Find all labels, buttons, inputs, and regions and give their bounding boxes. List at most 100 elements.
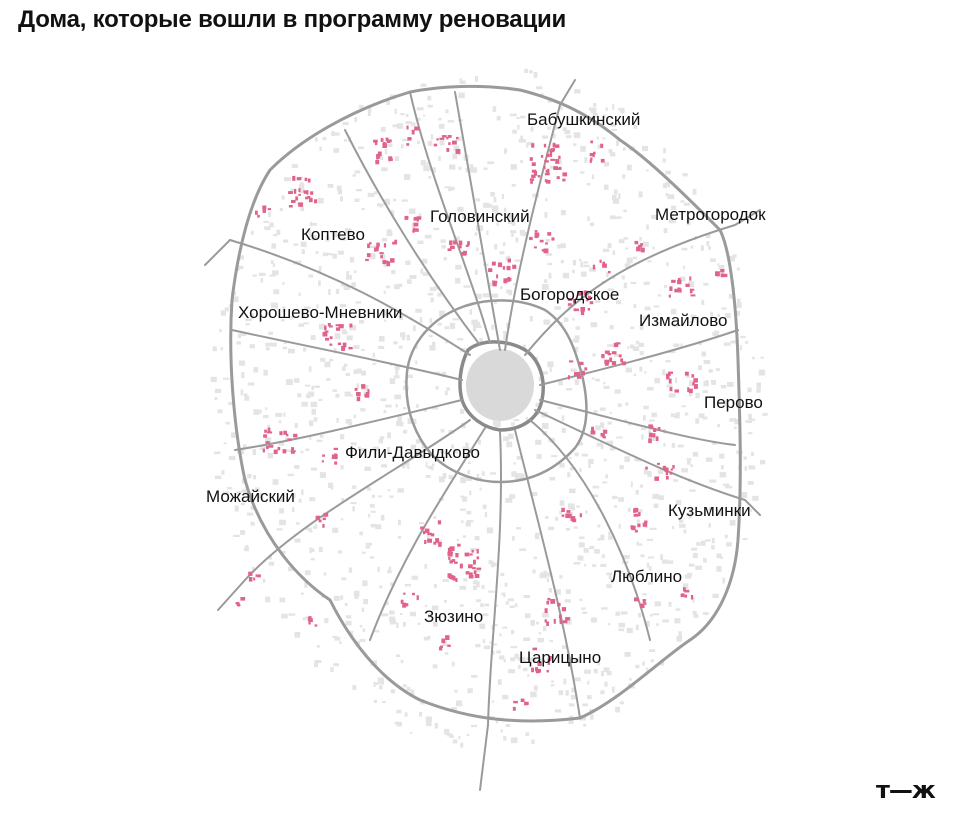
texture-block [638, 342, 645, 347]
texture-block [703, 380, 709, 387]
texture-block [542, 284, 549, 290]
texture-block [403, 407, 407, 410]
texture-block [690, 314, 697, 320]
renovation-building [644, 602, 647, 605]
renovation-building [441, 135, 447, 138]
texture-block [565, 528, 571, 531]
texture-block [410, 689, 415, 695]
texture-block [686, 220, 691, 226]
renovation-building [277, 446, 281, 451]
texture-block [379, 585, 383, 589]
renovation-building [589, 153, 593, 157]
texture-block [698, 365, 702, 371]
texture-block [506, 213, 513, 219]
texture-block [633, 303, 637, 309]
renovation-building [447, 573, 452, 578]
texture-block [402, 684, 407, 688]
texture-block [231, 432, 236, 438]
texture-block [571, 687, 576, 693]
renovation-building [235, 602, 239, 605]
texture-block [692, 610, 697, 615]
texture-block [592, 485, 600, 489]
texture-block [729, 418, 737, 422]
texture-block [532, 193, 539, 198]
texture-block [565, 690, 569, 696]
texture-block [695, 392, 700, 399]
texture-block [693, 613, 699, 619]
texture-block [743, 456, 747, 460]
texture-block [361, 551, 366, 554]
texture-block [288, 613, 296, 616]
renovation-building [531, 667, 534, 673]
texture-block [667, 194, 675, 200]
texture-block [733, 426, 737, 429]
tzh-logo: т—ж [876, 776, 936, 804]
renovation-building [293, 433, 298, 438]
texture-block [475, 569, 481, 573]
texture-block [574, 89, 581, 94]
texture-block [597, 659, 600, 666]
texture-block [293, 378, 300, 383]
texture-block [488, 590, 495, 593]
texture-block [536, 621, 539, 625]
texture-block [410, 731, 413, 734]
renovation-building [450, 551, 453, 554]
renovation-building [248, 577, 253, 582]
texture-block [475, 247, 479, 252]
renovation-building [315, 515, 320, 520]
renovation-building [433, 541, 436, 545]
texture-block [383, 290, 386, 294]
texture-block [228, 401, 235, 406]
texture-block [662, 183, 667, 189]
texture-block [251, 566, 255, 571]
renovation-building [552, 142, 556, 148]
renovation-building [257, 214, 260, 218]
renovation-building [555, 159, 559, 164]
texture-block [543, 626, 547, 632]
texture-block [243, 393, 248, 397]
texture-block [421, 442, 425, 449]
renovation-building [324, 330, 329, 333]
texture-block [415, 360, 418, 365]
texture-block [720, 556, 724, 559]
texture-block [422, 272, 429, 276]
texture-block [638, 613, 642, 618]
texture-block [748, 465, 756, 470]
texture-block [339, 303, 347, 308]
texture-block [270, 260, 274, 265]
renovation-building [642, 599, 647, 602]
texture-block [403, 174, 411, 180]
texture-block [751, 356, 755, 360]
texture-block [675, 499, 682, 505]
label-fili: Фили-Давыдково [345, 443, 480, 462]
texture-block [516, 455, 521, 460]
renovation-building [262, 448, 265, 453]
renovation-building [262, 205, 267, 210]
texture-block [212, 346, 217, 352]
texture-block [649, 360, 653, 363]
texture-block [727, 382, 734, 387]
texture-block [703, 558, 707, 563]
texture-block [286, 449, 292, 452]
texture-block [342, 366, 346, 371]
renovation-building [267, 427, 271, 432]
texture-block [443, 599, 447, 603]
renovation-building [327, 323, 331, 326]
texture-block [421, 258, 428, 264]
texture-block [588, 458, 594, 464]
texture-block [499, 633, 502, 637]
texture-block [438, 117, 442, 121]
texture-block [439, 310, 445, 317]
texture-block [394, 394, 402, 400]
texture-block [622, 174, 626, 179]
texture-block [337, 550, 342, 554]
renovation-building [547, 597, 551, 601]
texture-block [692, 552, 698, 559]
texture-block [502, 242, 506, 246]
texture-block [420, 160, 426, 166]
texture-block [582, 611, 588, 614]
texture-block [724, 534, 728, 539]
texture-block [551, 437, 556, 444]
texture-block [417, 240, 424, 244]
renovation-building [685, 283, 690, 287]
